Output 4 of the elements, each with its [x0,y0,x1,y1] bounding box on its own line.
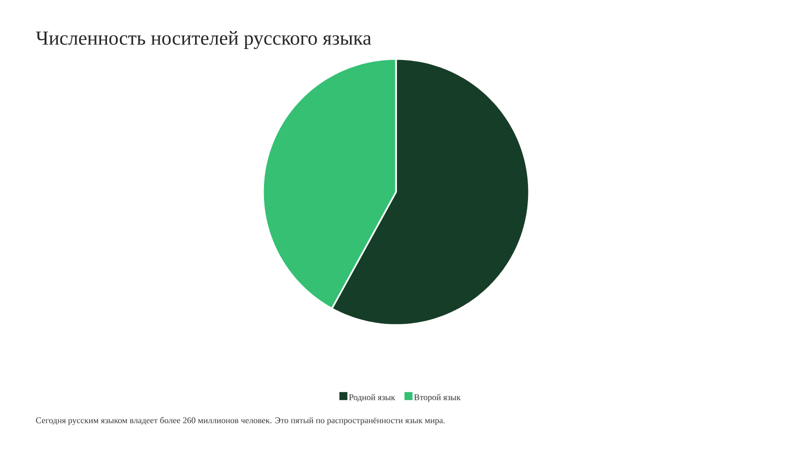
text: Сегодня русским языком владеет более 260 миллионов человек. Это пятый по распространённости язык мира. [36,416,445,426]
legend-label: Родной язык [349,394,396,402]
chart-title: Численность носителей русского языка [36,31,372,49]
legend-label: Второй язык [414,394,461,402]
